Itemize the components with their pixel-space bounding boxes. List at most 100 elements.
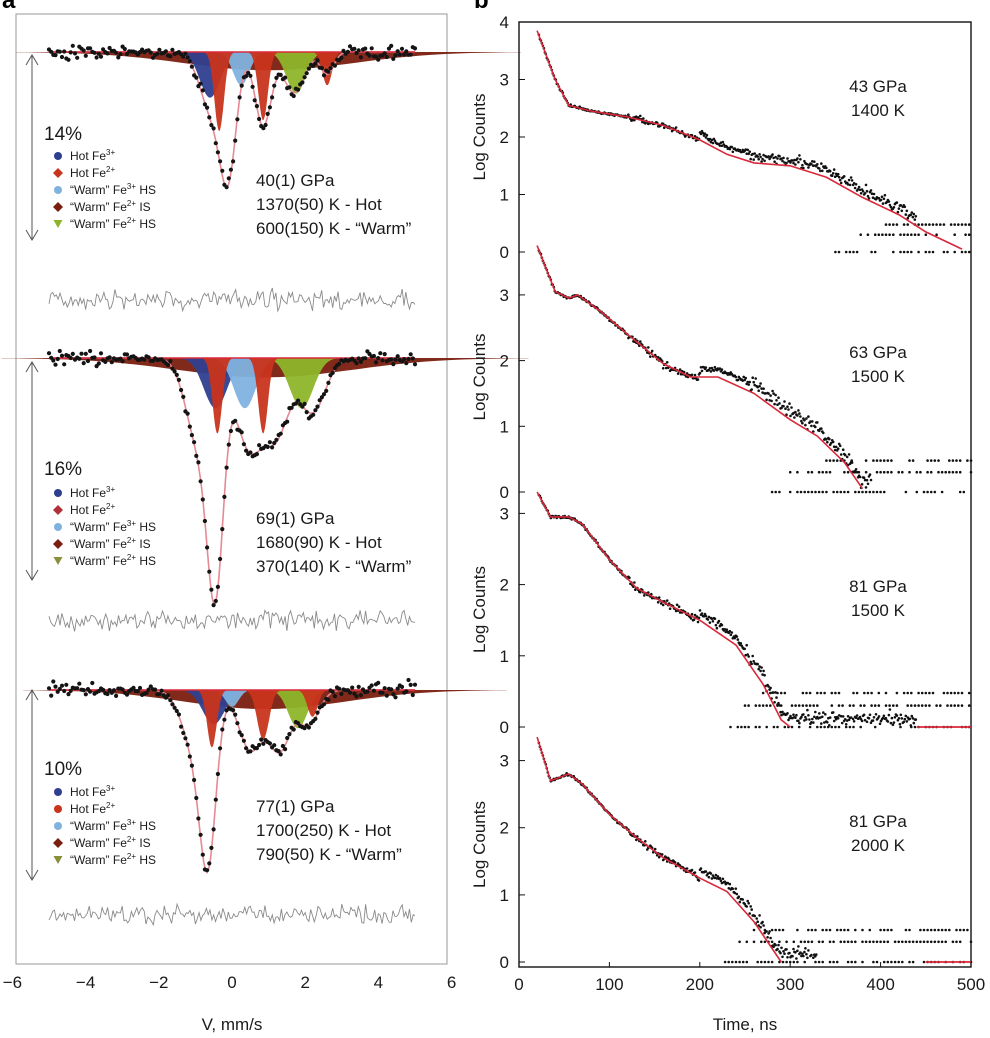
data-point — [332, 694, 337, 699]
data-point — [850, 179, 854, 182]
data-point — [715, 877, 719, 880]
data-point — [62, 362, 67, 367]
data-point — [103, 359, 108, 364]
data-point — [328, 66, 333, 71]
spectral-component — [297, 690, 328, 717]
data-point — [775, 399, 778, 402]
data-point — [901, 960, 904, 964]
data-point — [957, 704, 960, 707]
data-point — [393, 53, 398, 58]
x-tick-label: −2 — [149, 973, 168, 992]
data-point — [786, 405, 789, 409]
data-point — [920, 691, 924, 695]
spectral-component — [267, 52, 325, 94]
data-point — [729, 725, 732, 729]
data-point — [752, 158, 755, 161]
data-point — [850, 940, 853, 944]
data-point — [882, 459, 886, 462]
data-point — [859, 704, 862, 707]
data-point — [942, 223, 946, 226]
data-point — [81, 48, 86, 53]
data-point — [873, 250, 877, 254]
data-point — [771, 153, 774, 156]
data-point — [946, 704, 949, 707]
data-point — [814, 710, 817, 714]
data-point — [769, 704, 772, 707]
data-point — [389, 357, 394, 362]
data-point — [224, 465, 229, 470]
data-point — [910, 704, 913, 707]
data-point — [881, 233, 884, 236]
data-point — [946, 691, 949, 695]
data-point — [895, 691, 899, 695]
data-point — [776, 403, 779, 407]
data-point — [315, 58, 320, 63]
data-point — [734, 375, 738, 379]
data-point — [313, 716, 318, 722]
data-point — [306, 725, 311, 730]
data-point — [769, 691, 772, 695]
data-point — [888, 223, 891, 226]
data-point — [105, 51, 110, 56]
data-point — [854, 716, 858, 720]
data-point — [754, 377, 757, 380]
data-point — [812, 164, 815, 167]
data-point — [761, 391, 764, 394]
fit-curve — [536, 491, 791, 728]
data-point — [740, 725, 743, 729]
data-point — [774, 393, 777, 397]
mossbauer-spectrum: 10% Hot Fe3+ Hot Fe2+ “Warm” Fe3+ HS “Warm” … — [23, 677, 507, 927]
mossbauer-spectrum: 14% Hot Fe3+ Hot Fe2+ “Warm” Fe3+ HS “Warm” … — [16, 43, 522, 313]
data-point — [906, 250, 909, 254]
data-point — [786, 956, 789, 959]
data-point — [905, 209, 909, 213]
data-point — [783, 400, 786, 403]
data-point — [358, 693, 363, 698]
data-point — [892, 721, 896, 724]
panel-b-x-axis: 0 100 200 300 400 500 — [514, 962, 985, 994]
data-point — [753, 383, 756, 387]
y-tick-label: 3 — [500, 752, 509, 771]
panel-b: 0 1 2 3 4 Log Counts 43 GPa 1400 K 0 1 2 3 Log Count… — [470, 13, 985, 1034]
data-point — [257, 443, 262, 448]
data-point — [798, 412, 801, 415]
data-point — [120, 687, 125, 692]
data-point — [796, 157, 799, 160]
data-point — [785, 161, 788, 165]
data-point — [806, 956, 809, 960]
y-tick-label: 0 — [500, 483, 509, 502]
data-point — [81, 361, 86, 366]
data-point — [88, 689, 93, 694]
data-point — [326, 697, 331, 702]
data-point — [852, 182, 856, 185]
data-point — [964, 250, 967, 254]
data-point — [287, 732, 292, 737]
data-point — [748, 912, 751, 915]
data-point — [736, 725, 740, 729]
data-point — [220, 727, 225, 732]
data-point — [330, 370, 335, 375]
data-point — [101, 687, 106, 693]
data-point — [774, 928, 777, 932]
data-point — [376, 57, 381, 62]
data-point — [904, 490, 908, 494]
data-point — [969, 459, 973, 462]
data-point — [215, 150, 220, 155]
data-point — [198, 479, 203, 484]
data-point — [812, 721, 815, 724]
data-point — [724, 630, 728, 634]
data-point — [211, 126, 216, 131]
data-point — [870, 250, 873, 254]
data-point — [933, 459, 937, 462]
x-tick-label: 4 — [374, 973, 383, 992]
data-point — [783, 725, 787, 729]
data-point — [805, 417, 808, 420]
data-point — [179, 724, 184, 729]
data-point — [746, 380, 749, 384]
condition-label: 81 GPa — [849, 812, 907, 831]
data-point — [92, 355, 97, 360]
data-point — [228, 167, 233, 172]
data-point — [192, 777, 197, 783]
data-point — [635, 838, 638, 842]
data-point — [967, 691, 971, 695]
